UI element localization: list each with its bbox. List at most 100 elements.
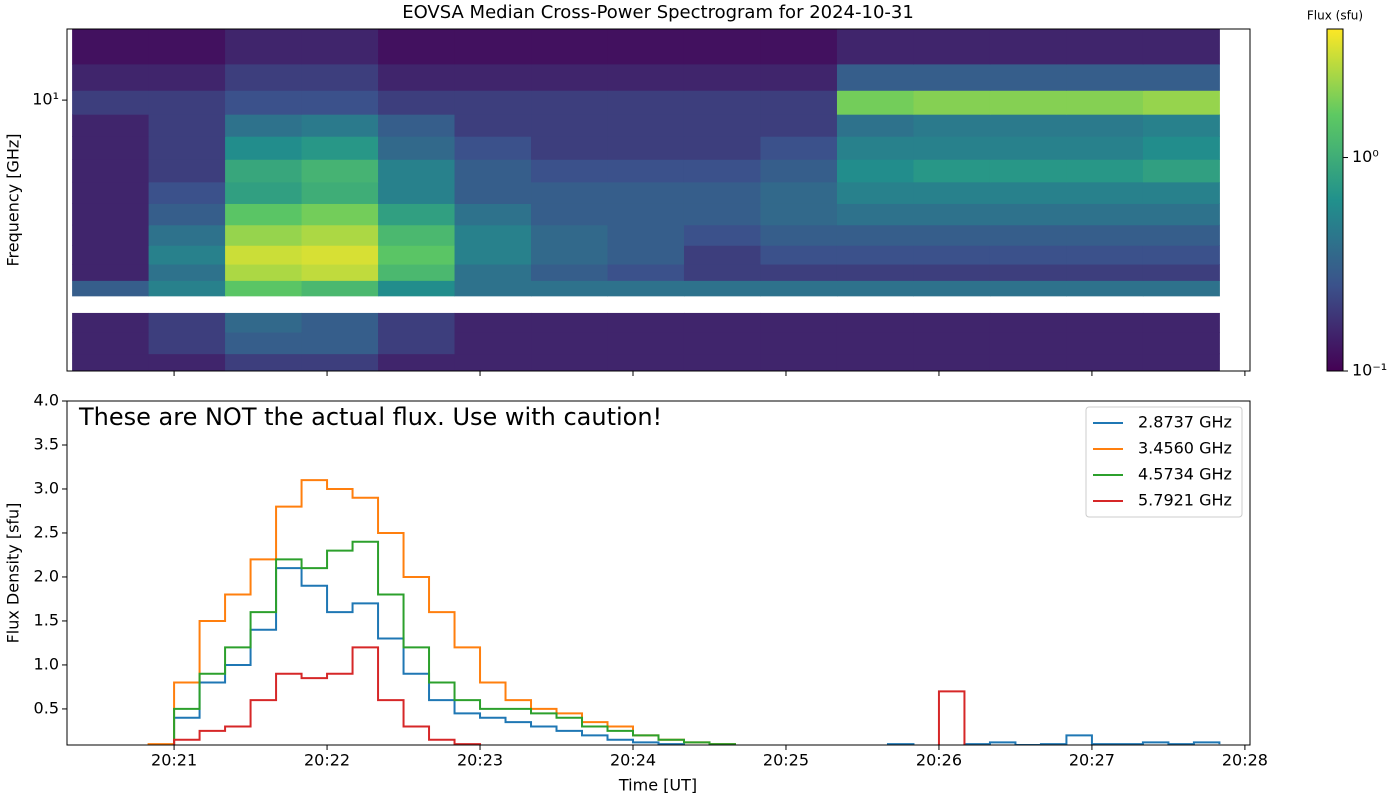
heatmap-cell (607, 136, 685, 160)
heatmap-cell (683, 114, 761, 137)
heatmap-cell (148, 280, 226, 297)
heatmap-cell (1066, 203, 1144, 226)
heatmap-cell (683, 353, 761, 371)
heatmap-cell (454, 90, 532, 115)
y-tick-label: 1.0 (34, 654, 59, 673)
heatmap-cell (1066, 136, 1144, 160)
heatmap-cell (683, 159, 761, 183)
heatmap-cell (607, 280, 685, 297)
heatmap-cell (454, 264, 532, 281)
heatmap-cell (1066, 90, 1144, 115)
annotation: These are NOT the actual flux. Use with … (78, 403, 662, 431)
heatmap-cell (1142, 136, 1220, 160)
heatmap-cell (531, 312, 609, 333)
heatmap-cell (148, 90, 226, 115)
heatmap-cell (378, 332, 456, 355)
colorbar-frame (1326, 28, 1344, 372)
heatmap-cell (531, 90, 609, 115)
heatmap-cell (148, 353, 226, 371)
heatmap-cell (378, 159, 456, 183)
heatmap-cell (913, 63, 991, 91)
heatmap-cell (836, 136, 914, 160)
heatmap-cell (989, 312, 1067, 333)
heatmap-cell (607, 245, 685, 265)
heatmap-cell (607, 203, 685, 226)
heatmap-cell (301, 264, 379, 281)
heatmap-cell (531, 63, 609, 91)
heatmap-cell (225, 181, 303, 204)
heatmap-cell (301, 136, 379, 160)
heatmap-cell (531, 280, 609, 297)
heatmap-cell (148, 312, 226, 333)
heatmap-cell (72, 136, 150, 160)
heatmap-cell (301, 159, 379, 183)
heatmap-cell (913, 332, 991, 355)
heatmap-cell (225, 224, 303, 246)
heatmap-cell (378, 353, 456, 371)
series-line (173, 646, 966, 745)
heatmap-cell (760, 280, 838, 297)
heatmap-cell (454, 63, 532, 91)
heatmap-cell (225, 114, 303, 137)
heatmap-cell (913, 114, 991, 137)
heatmap-cell (989, 203, 1067, 226)
heatmap-cell (1142, 159, 1220, 183)
y-axis-label: Flux Density [sfu] (4, 503, 23, 644)
heatmap-cell (378, 224, 456, 246)
heatmap-cell (225, 90, 303, 115)
heatmap-cell (1142, 312, 1220, 333)
y-tick-label: 10¹ (32, 90, 59, 109)
heatmap-cell (148, 114, 226, 137)
series-line (173, 540, 762, 745)
heatmap-cell (225, 353, 303, 371)
heatmap-cell (836, 245, 914, 265)
heatmap-cell (1142, 181, 1220, 204)
heatmap-cell (1066, 332, 1144, 355)
heatmap-cell (836, 29, 914, 65)
y-tick-label: 2.0 (34, 566, 59, 585)
heatmap-cell (989, 159, 1067, 183)
heatmap-cell (760, 159, 838, 183)
heatmap-cell (301, 312, 379, 333)
heatmap-cell (1142, 353, 1220, 371)
heatmap-cell (1142, 224, 1220, 246)
heatmap-cell (148, 63, 226, 91)
heatmap-cell (683, 264, 761, 281)
heatmap-cell (531, 332, 609, 355)
legend-label: 4.5734 GHz (1138, 465, 1232, 484)
heatmap-cell (683, 332, 761, 355)
heatmap-cell (378, 312, 456, 333)
heatmap-cell (225, 136, 303, 160)
heatmap-cell (454, 114, 532, 137)
y-tick-label: 0.5 (34, 698, 59, 717)
heatmap-cell (836, 353, 914, 371)
heatmap-cell (531, 159, 609, 183)
heatmap-cell (225, 203, 303, 226)
x-tick-label: 20:25 (763, 751, 809, 770)
heatmap-cell (378, 136, 456, 160)
heatmap-cell (913, 90, 991, 115)
axes-frame (66, 400, 1251, 746)
heatmap-cell (683, 63, 761, 91)
heatmap-cell (301, 353, 379, 371)
heatmap-cell (1066, 353, 1144, 371)
heatmap-cell (913, 136, 991, 160)
heatmap-cell (1066, 224, 1144, 246)
heatmap-cell (531, 181, 609, 204)
heatmap-cell (72, 280, 150, 297)
heatmap-cell (378, 280, 456, 297)
plot-lines (147, 479, 1221, 745)
heatmap-cell (836, 181, 914, 204)
heatmap-cell (454, 29, 532, 65)
heatmap-cell (836, 264, 914, 281)
heatmap-cell (989, 29, 1067, 65)
heatmap-cell (683, 203, 761, 226)
heatmap-cell (531, 264, 609, 281)
heatmap-cell (378, 114, 456, 137)
heatmap-cell (836, 332, 914, 355)
heatmap-cell (1066, 181, 1144, 204)
axes-decorations: 10¹ 10⁻¹ 10⁰ 2.8737 GHz 3.4560 GHz 4.5734 GHz… (32, 90, 1387, 770)
heatmap-cell (454, 203, 532, 226)
heatmap-cell (225, 280, 303, 297)
heatmap-cell (989, 114, 1067, 137)
